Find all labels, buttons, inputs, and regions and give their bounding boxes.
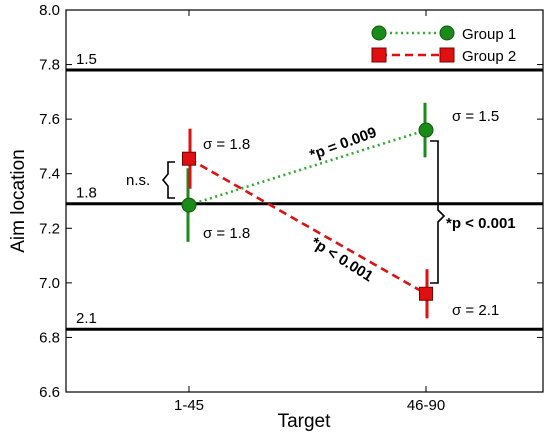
reference-line-label: 2.1 <box>76 310 97 327</box>
sigma-labels: σ = 1.8 σ = 1.5 σ = 1.8 σ = 2.1 <box>203 108 499 319</box>
plot-frame <box>65 9 544 393</box>
data-point-group2 <box>419 286 433 301</box>
legend-group1-label: Group 1 <box>462 26 516 43</box>
y-tick-label: 7.0 <box>39 275 60 292</box>
x-tick-label: 46-90 <box>407 397 445 414</box>
y-axis-title: Aim location <box>8 149 29 253</box>
reference-line-label: 1.8 <box>76 185 97 202</box>
sigma-label-group1: σ = 1.5 <box>452 108 499 125</box>
y-tick-label: 6.6 <box>39 384 60 401</box>
between-p-label: *p < 0.001 <box>446 215 516 232</box>
series-line-group2 <box>188 157 427 295</box>
y-tick-label: 7.8 <box>39 57 60 74</box>
y-axis-ticks: 6.6 6.8 7.0 7.2 7.4 7.6 7.8 8.0 <box>39 2 543 401</box>
data-point-group1 <box>181 197 197 213</box>
group1-p-label: *p = 0.009 <box>308 124 379 164</box>
legend: Group 1 Group 2 <box>371 25 516 65</box>
sigma-label-group2: σ = 1.8 <box>203 136 250 153</box>
reference-lines: 1.5 1.8 2.1 <box>66 51 543 331</box>
legend-group2-marker-left <box>371 47 387 63</box>
y-tick-label: 7.4 <box>39 166 60 183</box>
reference-line-label: 1.5 <box>76 51 97 68</box>
legend-group1-marker-right <box>439 25 455 41</box>
ns-bracket <box>161 161 175 199</box>
y-tick-label: 6.8 <box>39 329 60 346</box>
x-axis-ticks: 1-45 46-90 <box>174 10 445 414</box>
x-axis-title: Target <box>278 411 332 432</box>
ns-label: n.s. <box>126 172 150 189</box>
y-tick-label: 8.0 <box>39 2 60 19</box>
data-markers <box>181 122 434 301</box>
group2-p-label: *p < 0.001 <box>308 234 376 285</box>
legend-group2-label: Group 2 <box>462 48 516 65</box>
legend-group1-marker-left <box>371 25 387 41</box>
plot-frame-group <box>65 9 544 393</box>
data-point-group2 <box>182 151 196 166</box>
sigma-label-group2: σ = 2.1 <box>452 302 499 319</box>
x-tick-label: 1-45 <box>174 397 204 414</box>
y-tick-label: 7.2 <box>39 220 60 237</box>
y-tick-label: 7.6 <box>39 111 60 128</box>
between-bracket <box>430 140 446 284</box>
sigma-label-group1: σ = 1.8 <box>203 225 250 242</box>
series-lines <box>188 128 427 295</box>
data-point-group1 <box>418 122 434 138</box>
legend-group2-marker-right <box>439 47 455 63</box>
